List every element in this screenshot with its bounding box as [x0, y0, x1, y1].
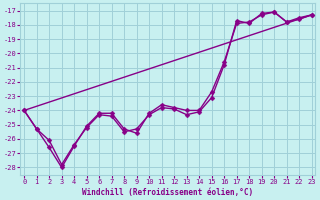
X-axis label: Windchill (Refroidissement éolien,°C): Windchill (Refroidissement éolien,°C) — [82, 188, 253, 197]
